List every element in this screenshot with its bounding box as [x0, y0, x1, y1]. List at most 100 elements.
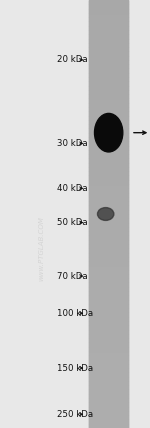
- Bar: [89, 133, 128, 137]
- Bar: [89, 287, 128, 291]
- Bar: [89, 270, 128, 274]
- Bar: [89, 137, 128, 141]
- Bar: [89, 188, 128, 193]
- Bar: [89, 231, 128, 235]
- Ellipse shape: [94, 113, 123, 152]
- Bar: [89, 364, 128, 368]
- Bar: [89, 355, 128, 360]
- Bar: [89, 325, 128, 330]
- Bar: [89, 34, 128, 39]
- Text: 40 kDa: 40 kDa: [57, 184, 87, 193]
- Bar: [89, 60, 128, 64]
- Bar: [89, 77, 128, 81]
- Bar: [89, 86, 128, 90]
- Bar: [89, 128, 128, 133]
- Bar: [89, 282, 128, 287]
- Bar: [89, 39, 128, 43]
- Bar: [89, 347, 128, 351]
- Bar: [89, 372, 128, 377]
- Bar: [89, 389, 128, 394]
- Text: 50 kDa: 50 kDa: [57, 218, 87, 227]
- Bar: [89, 308, 128, 312]
- Bar: [89, 214, 128, 218]
- Bar: [89, 94, 128, 98]
- Bar: [89, 235, 128, 240]
- Bar: [89, 419, 128, 424]
- Bar: [89, 171, 128, 175]
- Bar: [89, 265, 128, 270]
- Bar: [89, 90, 128, 94]
- Bar: [89, 124, 128, 128]
- Bar: [89, 377, 128, 381]
- Bar: [89, 274, 128, 278]
- Bar: [89, 193, 128, 197]
- Bar: [89, 291, 128, 295]
- Bar: [89, 244, 128, 248]
- Bar: [89, 64, 128, 68]
- Bar: [89, 13, 128, 17]
- Bar: [89, 146, 128, 150]
- Bar: [89, 394, 128, 398]
- Bar: [89, 141, 128, 146]
- Bar: [89, 304, 128, 308]
- Bar: [89, 158, 128, 163]
- Bar: [89, 407, 128, 411]
- Bar: [89, 51, 128, 56]
- Bar: [89, 9, 128, 13]
- Bar: [89, 107, 128, 111]
- Bar: [89, 321, 128, 325]
- Bar: [89, 17, 128, 21]
- Bar: [89, 330, 128, 334]
- Text: 150 kDa: 150 kDa: [57, 363, 93, 373]
- Bar: [89, 205, 128, 210]
- Bar: [89, 120, 128, 124]
- Bar: [89, 73, 128, 77]
- Bar: [89, 68, 128, 73]
- Bar: [89, 201, 128, 205]
- Bar: [89, 257, 128, 261]
- Bar: [89, 210, 128, 214]
- Bar: [89, 4, 128, 9]
- Bar: [89, 295, 128, 300]
- Bar: [89, 43, 128, 47]
- Bar: [89, 402, 128, 407]
- Bar: [89, 111, 128, 116]
- Bar: [89, 30, 128, 34]
- Bar: [89, 300, 128, 304]
- Bar: [89, 47, 128, 51]
- Bar: [89, 103, 128, 107]
- Bar: [89, 278, 128, 282]
- Bar: [89, 0, 128, 4]
- Bar: [89, 0, 128, 428]
- Bar: [89, 334, 128, 338]
- Text: 250 kDa: 250 kDa: [57, 410, 93, 419]
- Bar: [89, 167, 128, 171]
- Bar: [89, 26, 128, 30]
- Bar: [89, 184, 128, 188]
- Bar: [89, 227, 128, 231]
- Bar: [89, 415, 128, 419]
- Bar: [89, 385, 128, 389]
- Bar: [89, 98, 128, 103]
- Bar: [89, 197, 128, 201]
- Text: www.PTGLAB.COM: www.PTGLAB.COM: [39, 216, 45, 281]
- Bar: [89, 163, 128, 167]
- Bar: [89, 338, 128, 342]
- Text: 70 kDa: 70 kDa: [57, 271, 87, 281]
- Bar: [89, 218, 128, 223]
- Bar: [89, 381, 128, 385]
- Text: 20 kDa: 20 kDa: [57, 55, 87, 65]
- Bar: [89, 398, 128, 402]
- Bar: [89, 351, 128, 355]
- Bar: [89, 150, 128, 154]
- Bar: [89, 360, 128, 364]
- Bar: [89, 21, 128, 26]
- Bar: [89, 261, 128, 265]
- Bar: [89, 253, 128, 257]
- Bar: [89, 154, 128, 158]
- Bar: [89, 368, 128, 372]
- Ellipse shape: [98, 208, 114, 220]
- Text: 100 kDa: 100 kDa: [57, 309, 93, 318]
- Bar: [89, 180, 128, 184]
- Bar: [89, 223, 128, 227]
